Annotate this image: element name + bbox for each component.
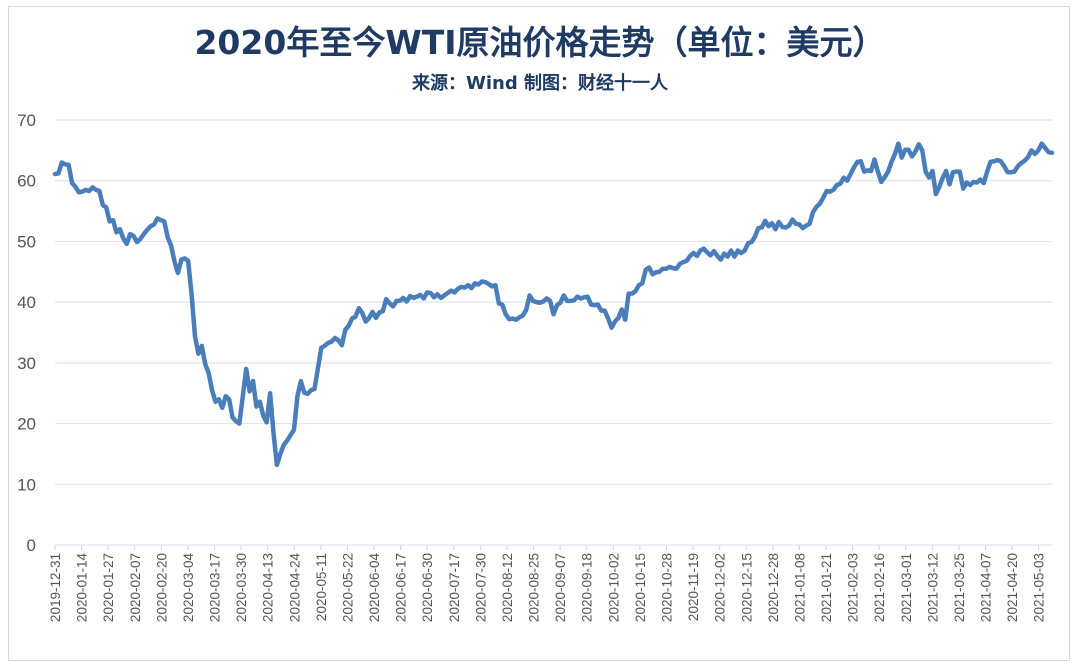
- x-tick-label: 2021-01-08: [792, 553, 807, 622]
- x-tick-label: 2020-03-30: [234, 553, 249, 622]
- chart-frame: [8, 6, 1070, 661]
- y-tick-label: 0: [27, 536, 36, 555]
- series-line-wti: [52, 141, 1055, 468]
- x-tick-label: 2019-12-31: [48, 553, 63, 622]
- y-tick-label: 50: [17, 232, 36, 251]
- x-tick-label: 2020-12-02: [713, 553, 728, 622]
- x-tick-label: 2020-09-07: [553, 553, 568, 622]
- x-tick-label: 2020-01-27: [101, 553, 116, 622]
- y-axis: 0 10 20 30 40 50 60 70: [17, 111, 36, 555]
- x-tick-label: 2020-05-22: [340, 553, 355, 622]
- x-tick-label: 2020-10-02: [606, 553, 621, 622]
- x-tick-label: 2020-04-24: [287, 553, 302, 623]
- x-tick-label: 2021-03-12: [925, 553, 940, 622]
- gridlines: [55, 119, 1052, 546]
- x-tick-label: 2020-02-20: [154, 553, 169, 622]
- x-tick-label: 2020-06-30: [420, 553, 435, 622]
- y-tick-label: 60: [17, 172, 36, 191]
- plot-area: [52, 141, 1055, 468]
- x-tick-label: 2020-12-28: [766, 553, 781, 622]
- x-tick-label: 2021-01-21: [819, 553, 834, 622]
- x-tick-label: 2020-12-15: [739, 553, 754, 622]
- x-tick-label: 2021-04-20: [1005, 553, 1020, 622]
- y-tick-label: 10: [17, 475, 36, 494]
- y-tick-label: 70: [17, 111, 36, 130]
- x-tick-label: 2021-02-16: [872, 553, 887, 622]
- chart-subtitle: 来源：Wind 制图：财经十一人: [412, 73, 668, 94]
- x-tick-label: 2021-04-07: [979, 553, 994, 622]
- x-tick-label: 2021-03-25: [952, 553, 967, 622]
- x-tick-label: 2020-02-07: [128, 553, 143, 622]
- x-tick-label: 2020-04-13: [261, 553, 276, 622]
- x-tick-label: 2020-10-28: [659, 553, 674, 622]
- x-tick-label: 2020-07-30: [473, 553, 488, 622]
- x-tick-label: 2020-03-04: [181, 553, 196, 623]
- x-tick-label: 2020-03-17: [208, 553, 223, 622]
- x-axis: 2019-12-31 2020-01-14 2020-01-27 2020-02-07…: [48, 545, 1047, 622]
- y-tick-label: 20: [17, 415, 36, 434]
- x-tick-label: 2021-05-03: [1032, 553, 1047, 622]
- x-tick-label: 2020-05-11: [314, 553, 329, 621]
- x-tick-label: 2020-06-17: [394, 553, 409, 622]
- x-tick-label: 2020-11-19: [686, 553, 701, 621]
- x-tick-label: 2021-02-03: [846, 553, 861, 622]
- x-tick-label: 2020-08-12: [500, 553, 515, 622]
- x-tick-label: 2020-09-18: [580, 553, 595, 622]
- x-tick-label: 2020-07-17: [447, 553, 462, 622]
- y-tick-label: 40: [17, 293, 36, 312]
- x-tick-label: 2020-01-14: [75, 553, 90, 623]
- chart-title: 2020年至今WTI原油价格走势（单位：美元）: [194, 23, 886, 62]
- x-tick-label: 2021-03-01: [899, 553, 914, 622]
- x-tick-label: 2020-06-04: [367, 553, 382, 623]
- y-tick-label: 30: [17, 354, 36, 373]
- x-tick-label: 2020-10-15: [633, 553, 648, 622]
- x-tick-label: 2020-08-25: [527, 553, 542, 622]
